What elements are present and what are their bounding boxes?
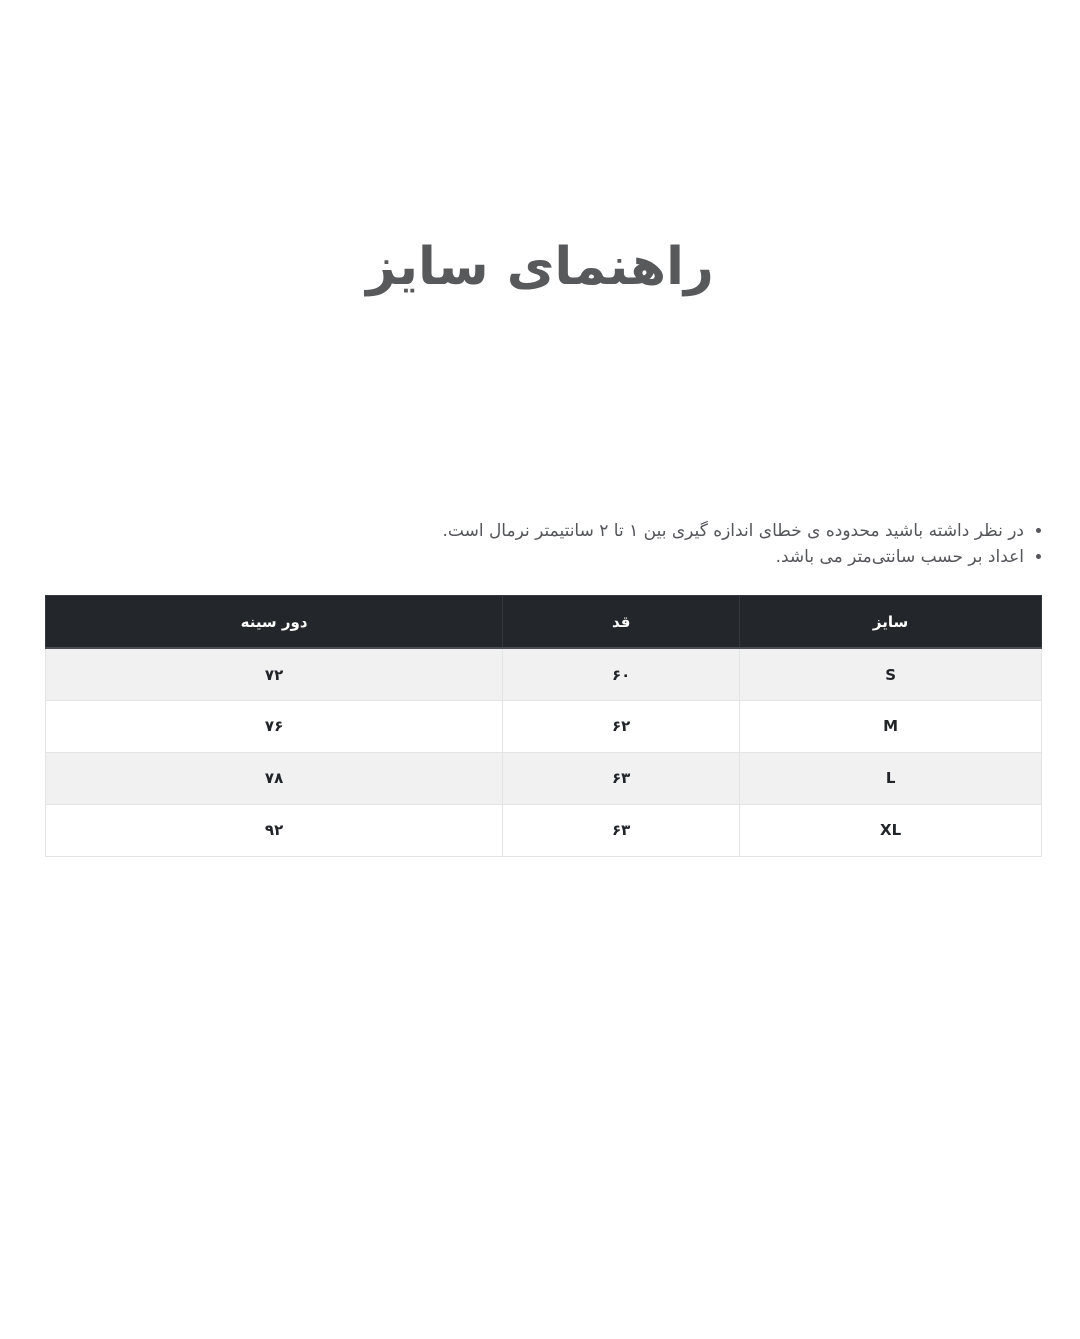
note-item-measurement-tolerance: در نظر داشته باشید محدوده ی خطای اندازه … (45, 518, 1024, 544)
table-row-xl: XL ۶۳ ۹۲ (44, 803, 1042, 857)
cell-length: ۶۳ (502, 751, 741, 805)
note-item-unit-centimeter: اعداد بر حسب سانتی‌متر می باشد. (45, 544, 1024, 570)
table-row-m: M ۶۲ ۷۶ (44, 699, 1042, 753)
header-cell-length: قد (502, 594, 741, 650)
cell-chest: ۹۲ (44, 803, 504, 857)
cell-chest: ۷۲ (44, 647, 504, 701)
table-header-row: سایز قد دور سینه (44, 594, 1042, 650)
size-guide-table: سایز قد دور سینه S ۶۰ ۷۲ M ۶۲ ۷۶ L (44, 594, 1042, 857)
notes-list: در نظر داشته باشید محدوده ی خطای اندازه … (45, 518, 1042, 570)
cell-size: S (739, 647, 1042, 701)
cell-size: L (739, 751, 1042, 805)
cell-chest: ۷۶ (44, 699, 504, 753)
table-row-l: L ۶۳ ۷۸ (44, 751, 1042, 805)
cell-size: M (739, 699, 1042, 753)
cell-chest: ۷۸ (44, 751, 504, 805)
cell-size: XL (739, 803, 1042, 857)
header-cell-size: سایز (739, 594, 1042, 650)
cell-length: ۶۲ (502, 699, 741, 753)
header-cell-chest: دور سینه (44, 594, 504, 650)
cell-length: ۶۳ (502, 803, 741, 857)
size-guide-content: در نظر داشته باشید محدوده ی خطای اندازه … (44, 518, 1042, 857)
cell-length: ۶۰ (502, 647, 741, 701)
table-row-s: S ۶۰ ۷۲ (44, 647, 1042, 701)
page-title: راهنمای سایز (366, 237, 714, 297)
